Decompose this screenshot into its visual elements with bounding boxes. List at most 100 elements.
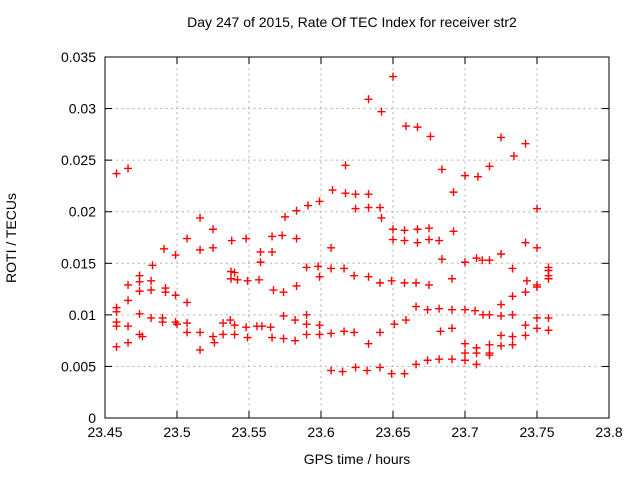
data-point-marker bbox=[533, 324, 541, 333]
data-point-marker bbox=[400, 236, 409, 245]
data-point-marker bbox=[377, 213, 386, 222]
data-point-marker bbox=[135, 287, 144, 296]
data-point-marker bbox=[183, 319, 192, 328]
data-point-marker bbox=[243, 333, 252, 342]
data-point-marker bbox=[147, 313, 156, 322]
data-point-marker bbox=[196, 245, 205, 254]
data-point-marker bbox=[497, 311, 505, 320]
data-point-marker bbox=[315, 272, 324, 281]
data-point-marker bbox=[158, 318, 167, 327]
data-point-marker bbox=[508, 310, 517, 319]
data-point-marker bbox=[425, 280, 433, 289]
data-point-marker bbox=[227, 236, 236, 245]
y-tick-label: 0.035 bbox=[61, 49, 96, 65]
y-tick-label: 0.025 bbox=[61, 152, 96, 168]
data-point-marker bbox=[461, 171, 469, 180]
data-point-marker bbox=[448, 305, 457, 314]
data-point-marker bbox=[230, 330, 239, 339]
data-point-marker bbox=[183, 298, 192, 307]
data-point-marker bbox=[302, 263, 311, 272]
data-point-marker bbox=[522, 276, 531, 285]
data-point-marker bbox=[423, 305, 432, 314]
data-point-marker bbox=[376, 278, 385, 287]
data-point-marker bbox=[544, 326, 553, 335]
data-point-marker bbox=[269, 286, 278, 295]
data-point-marker bbox=[508, 264, 517, 273]
data-point-marker bbox=[364, 339, 373, 348]
data-point-marker bbox=[340, 264, 349, 273]
data-point-marker bbox=[210, 338, 219, 347]
data-point-marker bbox=[389, 225, 397, 234]
data-point-marker bbox=[509, 152, 518, 161]
data-point-marker bbox=[112, 307, 121, 316]
x-axis-label: GPS time / hours bbox=[304, 451, 411, 467]
data-point-marker bbox=[387, 276, 396, 285]
data-point-marker bbox=[135, 309, 144, 318]
data-point-marker bbox=[338, 367, 347, 376]
data-point-marker bbox=[423, 356, 432, 365]
data-point-marker bbox=[461, 305, 469, 314]
data-point-marker bbox=[256, 247, 265, 256]
data-point-marker bbox=[363, 366, 372, 375]
data-point-marker bbox=[268, 232, 277, 241]
data-point-marker bbox=[302, 330, 311, 339]
data-point-marker bbox=[268, 333, 277, 342]
data-point-marker bbox=[508, 292, 517, 301]
y-tick-label: 0.02 bbox=[69, 204, 96, 220]
plot-border bbox=[104, 56, 610, 419]
data-point-marker bbox=[376, 328, 385, 337]
data-point-marker bbox=[138, 332, 147, 341]
data-point-marker bbox=[266, 323, 275, 332]
data-point-marker bbox=[196, 328, 205, 337]
data-point-marker bbox=[485, 351, 494, 360]
y-tick-label: 0.01 bbox=[69, 307, 96, 323]
data-point-marker bbox=[448, 355, 457, 364]
data-point-marker bbox=[472, 254, 481, 263]
data-point-marker bbox=[112, 169, 121, 178]
data-point-marker bbox=[435, 236, 444, 245]
data-point-marker bbox=[448, 324, 457, 333]
data-point-marker bbox=[412, 302, 421, 311]
data-point-marker bbox=[377, 107, 386, 116]
data-point-marker bbox=[508, 332, 517, 341]
x-tick-label: 23.65 bbox=[375, 424, 410, 440]
data-point-marker bbox=[485, 162, 494, 171]
data-point-marker bbox=[413, 225, 422, 234]
data-point-marker bbox=[533, 243, 541, 252]
data-point-marker bbox=[327, 264, 336, 273]
data-point-marker bbox=[426, 132, 435, 141]
data-point-marker bbox=[196, 213, 205, 222]
data-point-marker bbox=[291, 316, 300, 325]
data-point-marker bbox=[242, 323, 251, 332]
data-point-marker bbox=[400, 226, 409, 235]
data-point-marker bbox=[521, 288, 530, 297]
data-point-marker bbox=[230, 268, 239, 277]
data-point-marker bbox=[533, 313, 541, 322]
data-point-marker bbox=[437, 165, 446, 174]
data-point-marker bbox=[209, 225, 217, 234]
data-point-marker bbox=[376, 203, 385, 212]
data-point-marker bbox=[279, 334, 288, 343]
x-tick-label: 23.55 bbox=[231, 424, 266, 440]
data-point-marker bbox=[436, 327, 445, 336]
data-point-marker bbox=[351, 363, 360, 372]
data-point-marker bbox=[256, 258, 265, 267]
data-point-marker bbox=[268, 247, 277, 256]
data-point-marker bbox=[497, 300, 505, 309]
data-point-marker bbox=[292, 206, 301, 215]
data-point-marker bbox=[497, 331, 505, 340]
data-point-marker bbox=[292, 281, 301, 290]
data-point-marker bbox=[302, 320, 311, 329]
data-point-marker bbox=[364, 272, 373, 281]
data-point-marker bbox=[449, 188, 458, 197]
data-point-marker bbox=[124, 280, 133, 289]
data-point-marker bbox=[328, 186, 337, 195]
data-point-marker bbox=[472, 360, 481, 369]
data-point-marker bbox=[171, 251, 180, 260]
data-point-marker bbox=[473, 172, 482, 181]
data-point-marker bbox=[233, 275, 242, 284]
data-point-marker bbox=[497, 341, 505, 350]
data-point-marker bbox=[226, 316, 235, 325]
